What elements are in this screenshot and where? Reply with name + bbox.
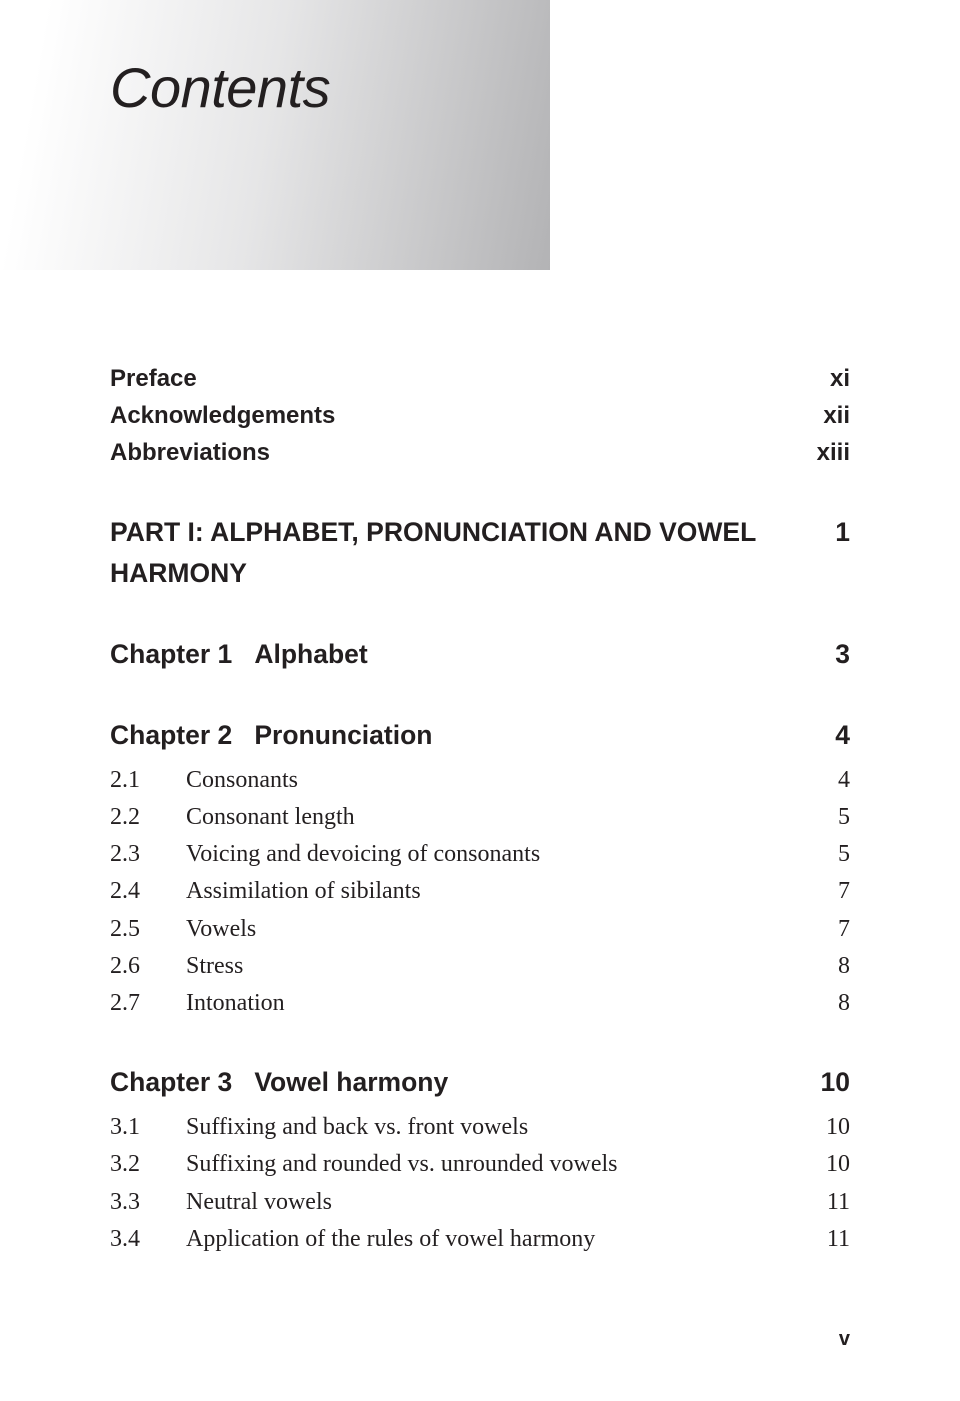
section-label: Consonants [186,762,790,799]
section-number: 2.2 [110,799,186,836]
toc-page: 8 [790,985,850,1022]
section-number: 3.2 [110,1146,186,1183]
section-number: 3.1 [110,1109,186,1146]
toc-entry-section: 3.2 Suffixing and rounded vs. unrounded … [110,1146,850,1183]
chapter-prefix-text: Chapter 1 [110,639,232,669]
chapter-block-3: Chapter 3 Vowel harmony 10 3.1 Suffixing… [110,1062,850,1258]
chapter-prefix: Chapter 2 [110,715,254,756]
section-label: Stress [186,948,790,985]
chapter-title: Vowel harmony [254,1062,790,1103]
toc-entry-acknowledgements: Acknowledgements xii [110,397,850,434]
toc-entry-section: 3.4 Application of the rules of vowel ha… [110,1221,850,1258]
toc-label: Acknowledgements [110,397,790,434]
toc-label: Abbreviations [110,434,790,471]
page: Contents Preface xi Acknowledgements xii… [0,0,960,1401]
chapter-block-1: Chapter 1 Alphabet 3 [110,634,850,675]
chapter-prefix-text: Chapter 3 [110,1067,232,1097]
chapter-prefix: Chapter 3 [110,1062,254,1103]
section-label: Application of the rules of vowel harmon… [186,1221,790,1258]
toc-page: 10 [790,1109,850,1146]
title-gradient-box: Contents [0,0,550,270]
toc-page: 10 [790,1062,850,1103]
chapter-title: Alphabet [254,634,790,675]
section-number: 3.3 [110,1184,186,1221]
section-label: Vowels [186,911,790,948]
chapter-prefix-text: Chapter 2 [110,720,232,750]
toc-entry-section: 2.5 Vowels 7 [110,911,850,948]
toc-entry-section: 2.1 Consonants 4 [110,762,850,799]
toc-label: PART I: ALPHABET, PRONUNCIATION AND VOWE… [110,512,790,594]
section-label: Suffixing and back vs. front vowels [186,1109,790,1146]
toc-entry-section: 2.3 Voicing and devoicing of consonants … [110,836,850,873]
toc-label: Preface [110,360,790,397]
section-number: 2.7 [110,985,186,1022]
chapter-prefix: Chapter 1 [110,634,254,675]
page-title: Contents [110,55,550,120]
toc-entry-chapter-3: Chapter 3 Vowel harmony 10 [110,1062,850,1103]
toc-entry-section: 2.7 Intonation 8 [110,985,850,1022]
section-number: 2.1 [110,762,186,799]
section-number: 2.3 [110,836,186,873]
toc-page: 11 [790,1221,850,1258]
section-label: Assimilation of sibilants [186,873,790,910]
part-block: PART I: ALPHABET, PRONUNCIATION AND VOWE… [110,512,850,594]
toc-entry-section: 2.2 Consonant length 5 [110,799,850,836]
section-label: Consonant length [186,799,790,836]
toc-page: xii [790,397,850,434]
toc-entry-chapter-1: Chapter 1 Alphabet 3 [110,634,850,675]
toc-page: 4 [790,715,850,756]
toc-entry-section: 2.4 Assimilation of sibilants 7 [110,873,850,910]
toc-entry-preface: Preface xi [110,360,850,397]
toc-page: 7 [790,911,850,948]
section-number: 2.4 [110,873,186,910]
chapter-block-2: Chapter 2 Pronunciation 4 2.1 Consonants… [110,715,850,1022]
toc-content: Preface xi Acknowledgements xii Abbrevia… [110,360,850,1258]
toc-page: 11 [790,1184,850,1221]
toc-entry-abbreviations: Abbreviations xiii [110,434,850,471]
toc-page: 7 [790,873,850,910]
section-number: 3.4 [110,1221,186,1258]
toc-page: 1 [790,512,850,553]
section-label: Suffixing and rounded vs. unrounded vowe… [186,1146,790,1183]
chapter-title: Pronunciation [254,715,790,756]
section-label: Voicing and devoicing of consonants [186,836,790,873]
toc-entry-chapter-2: Chapter 2 Pronunciation 4 [110,715,850,756]
toc-page: xi [790,360,850,397]
toc-page: 5 [790,799,850,836]
section-label: Intonation [186,985,790,1022]
front-matter-block: Preface xi Acknowledgements xii Abbrevia… [110,360,850,472]
section-label: Neutral vowels [186,1184,790,1221]
toc-page: 4 [790,762,850,799]
toc-page: 5 [790,836,850,873]
toc-entry-section: 3.3 Neutral vowels 11 [110,1184,850,1221]
section-number: 2.6 [110,948,186,985]
toc-entry-section: 2.6 Stress 8 [110,948,850,985]
section-number: 2.5 [110,911,186,948]
toc-entry-section: 3.1 Suffixing and back vs. front vowels … [110,1109,850,1146]
toc-page: 10 [790,1146,850,1183]
toc-page: 3 [790,634,850,675]
footer-page-number: v [839,1328,850,1351]
toc-entry-part: PART I: ALPHABET, PRONUNCIATION AND VOWE… [110,512,850,594]
toc-page: xiii [790,434,850,471]
toc-page: 8 [790,948,850,985]
